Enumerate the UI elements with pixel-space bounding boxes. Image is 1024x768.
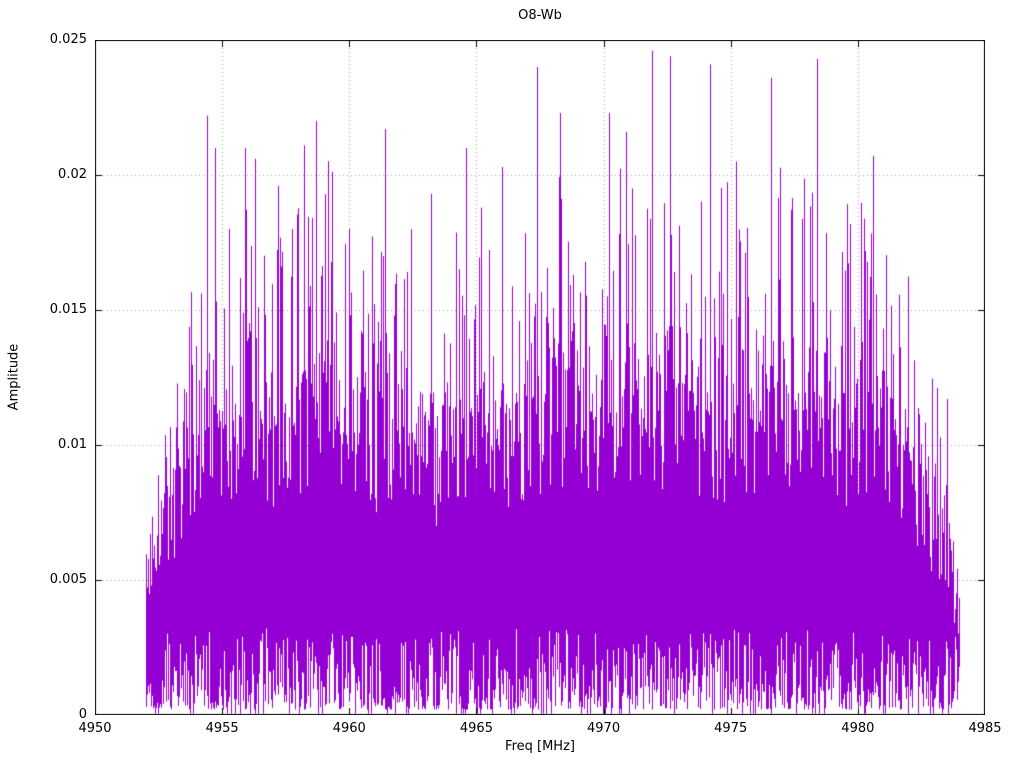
- x-tick-label: 4950: [78, 721, 112, 736]
- y-tick-label: 0.01: [58, 437, 87, 452]
- x-axis-label: Freq [MHz]: [505, 739, 575, 754]
- y-tick-label: 0: [78, 707, 87, 722]
- chart-title: O8-Wb: [518, 8, 562, 23]
- x-tick-label: 4970: [587, 721, 621, 736]
- y-tick-label: 0.015: [49, 302, 87, 317]
- x-tick-label: 4975: [714, 721, 748, 736]
- y-tick-label: 0.02: [58, 167, 87, 182]
- y-tick-label: 0.005: [49, 572, 87, 587]
- x-tick-label: 4965: [459, 721, 493, 736]
- plot-area: [95, 40, 985, 715]
- x-tick-label: 4960: [332, 721, 366, 736]
- x-tick-label: 4955: [205, 721, 239, 736]
- x-tick-label: 4985: [968, 721, 1002, 736]
- y-tick-label: 0.025: [49, 32, 87, 47]
- x-tick-label: 4980: [841, 721, 875, 736]
- y-axis-label: Amplitude: [6, 343, 22, 411]
